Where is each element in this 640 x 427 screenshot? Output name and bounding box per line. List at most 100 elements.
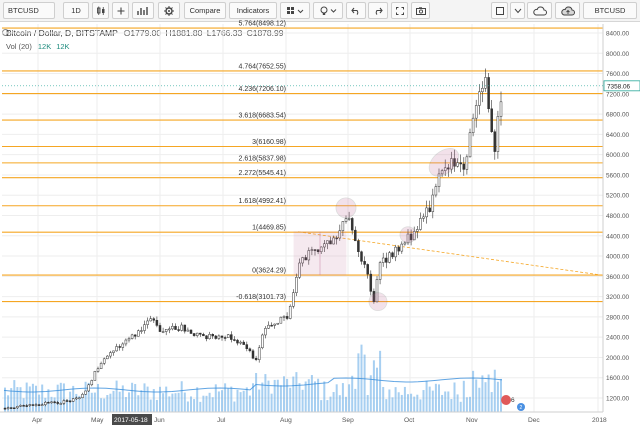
add-symbol-button[interactable]: [112, 2, 129, 19]
symbol-label-right[interactable]: BTCUSD: [583, 2, 637, 19]
candle-body: [267, 324, 270, 329]
candlestick-series: [3, 68, 503, 410]
cloud-save-button[interactable]: [555, 2, 580, 19]
candle-body: [326, 240, 329, 244]
volume-bar: [475, 379, 478, 412]
indicators-button[interactable]: Indicators: [229, 2, 277, 19]
candle-body: [257, 347, 261, 360]
volume-bar: [35, 385, 37, 412]
candle-body: [149, 318, 152, 322]
volume-bar: [400, 394, 403, 412]
bar-style-button[interactable]: [92, 2, 109, 19]
candle-body: [90, 380, 94, 386]
volume-bar: [434, 383, 437, 412]
candle-body: [447, 167, 450, 170]
candle-body: [282, 316, 286, 318]
volume-bar: [168, 396, 171, 412]
compare-button[interactable]: Compare: [184, 2, 226, 19]
candle-body: [335, 237, 338, 240]
chart-annotations: 62: [293, 148, 525, 411]
layout-button[interactable]: [491, 2, 508, 19]
fib-trend-dashed: [297, 231, 604, 276]
candle-body: [174, 325, 177, 330]
candle-body: [391, 252, 394, 258]
settings-button[interactable]: [158, 2, 180, 19]
candle-body: [419, 218, 422, 230]
candle-body: [53, 401, 56, 404]
volume-bar: [143, 383, 146, 412]
candle-body: [71, 398, 75, 402]
volume-bar: [345, 396, 347, 412]
fib-level-label: 1(4469.85): [252, 225, 286, 232]
candle-body: [363, 261, 366, 265]
volume-bar: [447, 391, 450, 412]
candle-body: [28, 404, 32, 406]
volume-bar: [357, 353, 360, 412]
volume-bar: [329, 396, 332, 412]
snapshot-button[interactable]: [411, 2, 430, 19]
candle-body: [208, 334, 211, 340]
volume-bar: [295, 372, 298, 412]
layout-dropdown-button[interactable]: [510, 2, 525, 19]
alert-button[interactable]: [313, 2, 343, 19]
templates-button[interactable]: [280, 2, 310, 19]
fullscreen-button[interactable]: [391, 2, 408, 19]
candle-body: [25, 405, 28, 407]
candle-body: [223, 337, 227, 339]
time-tick-label: Apr: [32, 417, 43, 424]
candle-body: [50, 401, 53, 404]
candle-body: [19, 405, 22, 407]
volume-bar: [16, 387, 19, 412]
candle-body: [192, 333, 196, 336]
symbol-search-field[interactable]: BTCUSD: [3, 2, 55, 19]
interval-button[interactable]: 1D: [63, 2, 89, 19]
fib-level-label: 5.764(8498.12): [239, 21, 286, 28]
candle-body: [323, 243, 326, 248]
volume-bar: [372, 360, 375, 412]
volume-bar: [53, 397, 56, 412]
volume-bar: [90, 392, 93, 412]
volume-bar: [348, 384, 351, 412]
candle-body: [233, 339, 236, 341]
candle-body: [338, 230, 342, 239]
undo-button[interactable]: [346, 2, 366, 19]
lightbulb-icon: [320, 6, 337, 15]
candle-body: [406, 233, 410, 244]
volume-bar: [205, 395, 208, 412]
chart-type-button[interactable]: [132, 2, 154, 19]
candle-body: [78, 397, 81, 399]
candle-body: [279, 316, 283, 324]
camera-icon: [415, 6, 426, 15]
candle-body: [65, 400, 69, 402]
candle-body: [195, 332, 199, 336]
volume-value-2: 12K: [56, 42, 70, 51]
price-tick-label: 1200.00: [606, 396, 630, 403]
price-tick-label: 6400.00: [606, 132, 630, 139]
event-sub-label: 2: [520, 405, 523, 411]
gear-icon: [164, 5, 174, 16]
candle-body: [22, 405, 25, 407]
candle-body: [161, 331, 165, 333]
volume-bar: [186, 401, 189, 412]
redo-button[interactable]: [368, 2, 388, 19]
volume-bar: [214, 384, 217, 412]
candle-body: [68, 400, 72, 403]
volume-bar: [245, 387, 248, 412]
volume-bar: [323, 381, 326, 412]
volume-bar: [103, 398, 106, 412]
volume-bar: [258, 389, 261, 412]
candle-body: [412, 231, 416, 241]
price-tick-label: 8000.00: [606, 51, 630, 58]
candle-body: [394, 246, 397, 258]
current-price-badge: [603, 80, 640, 92]
volume-bar: [41, 384, 44, 412]
volume-bar: [286, 378, 289, 412]
time-axis: Apr May Jun Jul Aug Sep Oct Nov Dec 2018 2017-05-1…: [0, 411, 640, 427]
candle-body: [478, 91, 481, 106]
volume-bar: [428, 386, 431, 412]
candle-body: [459, 162, 462, 165]
volume-bar: [124, 397, 127, 412]
candle-body: [273, 323, 276, 326]
cloud-load-button[interactable]: [527, 2, 552, 19]
